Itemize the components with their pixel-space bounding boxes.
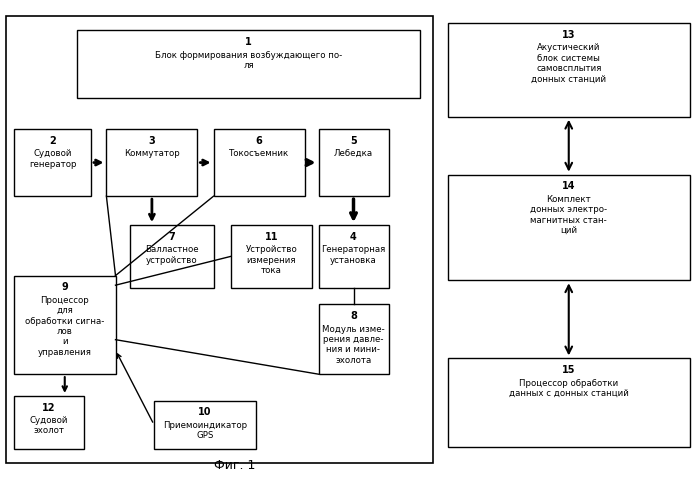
Bar (14, 276, 116, 374)
Text: Приемоиндикатор
GPS: Приемоиндикатор GPS (162, 420, 247, 439)
Bar (154, 401, 256, 449)
Text: 1: 1 (245, 37, 252, 47)
Text: 5: 5 (350, 135, 357, 145)
Bar (14, 130, 91, 197)
Bar (318, 305, 388, 374)
Text: 12: 12 (42, 402, 56, 412)
Text: Комплект
донных электро-
магнитных стан-
ций: Комплект донных электро- магнитных стан-… (530, 194, 608, 235)
Bar (448, 24, 690, 118)
Text: Судовой
генератор: Судовой генератор (29, 149, 76, 168)
Bar (14, 396, 84, 449)
Text: 7: 7 (168, 231, 175, 241)
Bar (130, 226, 214, 288)
Bar (6, 17, 433, 463)
Bar (448, 359, 690, 447)
Text: 2: 2 (49, 135, 56, 145)
Text: Блок формирования возбуждающего по-
ля: Блок формирования возбуждающего по- ля (155, 50, 342, 70)
Text: 9: 9 (62, 282, 68, 292)
Text: 14: 14 (562, 181, 575, 191)
Text: Судовой
эхолот: Судовой эхолот (30, 415, 69, 434)
Text: Балластное
устройство: Балластное устройство (145, 245, 198, 264)
Text: 15: 15 (562, 364, 575, 374)
Bar (77, 31, 420, 98)
Text: Генераторная
установка: Генераторная установка (321, 245, 386, 264)
Text: 8: 8 (350, 311, 357, 321)
Text: Фиг. 1: Фиг. 1 (214, 458, 256, 471)
Text: Устройство
измерения
тока: Устройство измерения тока (246, 245, 297, 275)
Text: Коммутатор: Коммутатор (124, 149, 180, 158)
Bar (318, 226, 388, 288)
Text: 13: 13 (562, 30, 575, 40)
Bar (106, 130, 197, 197)
Text: Модуль изме-
рения давле-
ния и мини-
эхолота: Модуль изме- рения давле- ния и мини- эх… (322, 324, 385, 364)
Bar (214, 130, 304, 197)
Text: 6: 6 (256, 135, 262, 145)
Text: Акустический
блок системы
самовсплытия
донных станций: Акустический блок системы самовсплытия д… (531, 43, 606, 84)
Text: 10: 10 (198, 407, 211, 417)
Text: Процессор
для
обработки сигна-
лов
и
управления: Процессор для обработки сигна- лов и упр… (25, 295, 104, 356)
Text: Процессор обработки
данных с донных станций: Процессор обработки данных с донных стан… (509, 378, 629, 397)
Text: 3: 3 (148, 135, 155, 145)
Bar (231, 226, 312, 288)
Text: Токосъемник: Токосъемник (229, 149, 289, 158)
Bar (318, 130, 388, 197)
Bar (448, 175, 690, 281)
Text: 11: 11 (265, 231, 278, 241)
Text: Лебедка: Лебедка (334, 149, 373, 158)
Text: 4: 4 (350, 231, 357, 241)
